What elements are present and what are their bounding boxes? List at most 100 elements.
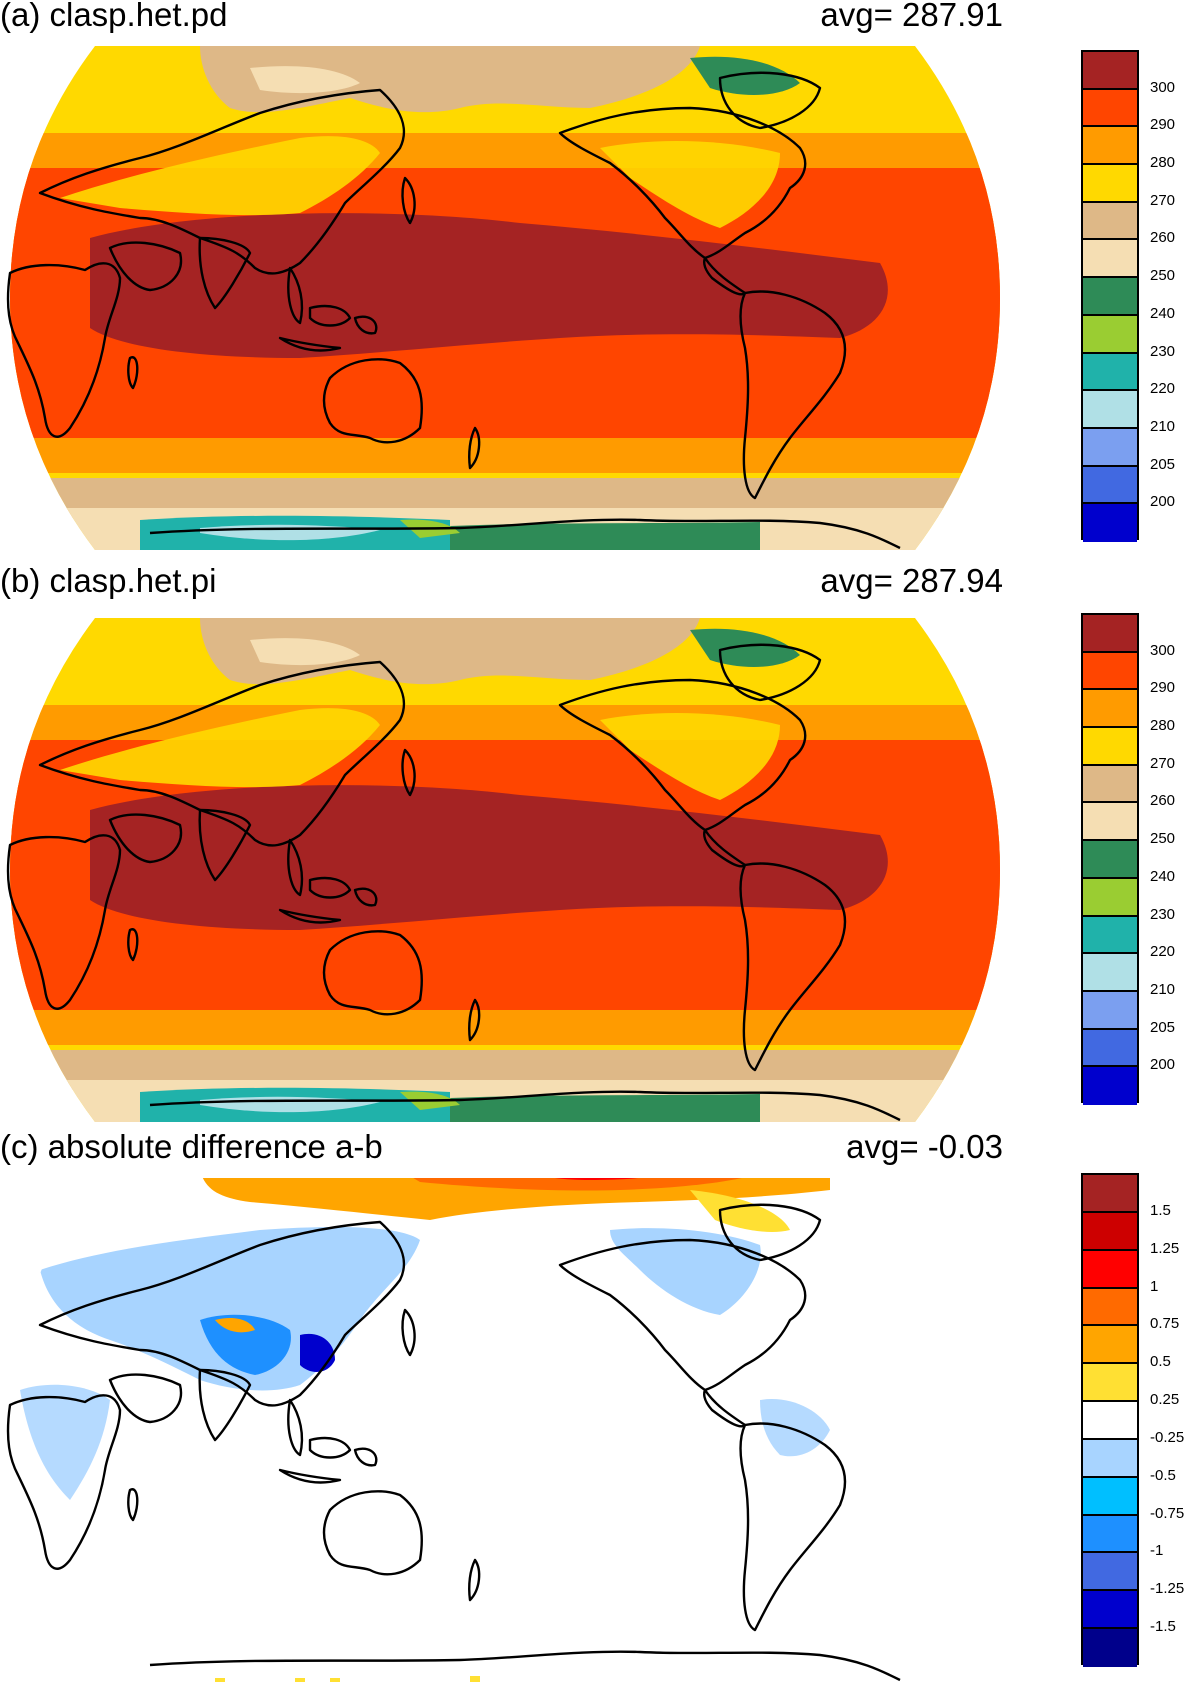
colorbar-swatch bbox=[1083, 1250, 1137, 1289]
colorbar-swatch bbox=[1083, 1515, 1137, 1554]
band-250 bbox=[250, 66, 360, 94]
colorbar-swatch bbox=[1083, 1175, 1137, 1213]
coastline bbox=[401, 748, 416, 797]
coastline bbox=[718, 643, 822, 702]
colorbar-label: 260 bbox=[1150, 229, 1176, 247]
coastline bbox=[308, 304, 352, 327]
colorbar-label: 230 bbox=[1150, 342, 1176, 360]
colorbar-label: 230 bbox=[1150, 905, 1176, 923]
coastline bbox=[108, 813, 183, 864]
coastline bbox=[718, 1203, 822, 1262]
panel-c: (c) absolute difference a-b avg= -0.03 1… bbox=[0, 1120, 1193, 1682]
difference-map bbox=[6, 1178, 1000, 1682]
colorbar-swatch bbox=[1083, 165, 1137, 203]
coastline bbox=[468, 1558, 481, 1602]
colorbar-label: 200 bbox=[1150, 493, 1176, 511]
colorbar bbox=[1081, 50, 1139, 542]
band-260 bbox=[200, 46, 700, 113]
colorbar-label: -1.25 bbox=[1150, 1580, 1185, 1598]
colorbar-swatch bbox=[1083, 1591, 1137, 1630]
colorbar-swatch bbox=[1083, 803, 1137, 842]
colorbar-label: 0.25 bbox=[1150, 1391, 1180, 1409]
coastline bbox=[703, 1388, 747, 1428]
coastline bbox=[198, 808, 252, 882]
coastline bbox=[739, 1422, 847, 1632]
colorbar-swatch bbox=[1083, 1477, 1137, 1516]
panel-a: (a) clasp.het.pd avg= 287.91 300 290 280 27… bbox=[0, 0, 1193, 560]
colorbar-swatch bbox=[1083, 765, 1137, 804]
colorbar-swatch bbox=[1083, 878, 1137, 917]
temperature-map bbox=[6, 46, 1000, 550]
colorbar-label: 290 bbox=[1150, 679, 1176, 697]
coastline bbox=[287, 838, 304, 897]
coastlines bbox=[6, 643, 901, 1122]
band-speck bbox=[295, 1678, 305, 1682]
band-neg-sa bbox=[760, 1399, 830, 1457]
coastlines bbox=[6, 1203, 901, 1682]
coastline bbox=[739, 290, 847, 500]
temperature-map bbox=[6, 618, 1000, 1122]
colorbar bbox=[1081, 613, 1139, 1105]
colorbar-label: 205 bbox=[1150, 1018, 1176, 1036]
coastline bbox=[322, 1490, 423, 1576]
colorbar-label: -0.5 bbox=[1150, 1466, 1176, 1484]
colorbar-swatch bbox=[1083, 954, 1137, 992]
temperature-field bbox=[10, 618, 1000, 1122]
coastline bbox=[558, 106, 807, 260]
coastline bbox=[703, 828, 747, 868]
colorbar-swatch bbox=[1083, 1067, 1137, 1105]
band-240-south bbox=[450, 522, 760, 550]
coastline bbox=[322, 930, 423, 1016]
colorbar-swatch bbox=[1083, 1029, 1137, 1068]
coastline bbox=[278, 336, 342, 352]
colorbar-swatch bbox=[1083, 1629, 1137, 1667]
colorbar-swatch bbox=[1083, 615, 1137, 653]
coastline bbox=[6, 262, 122, 438]
colorbar-label: 200 bbox=[1150, 1056, 1176, 1074]
colorbar-swatch bbox=[1083, 278, 1137, 316]
colorbar-swatch bbox=[1083, 841, 1137, 879]
band-pos-inland bbox=[215, 1318, 255, 1333]
colorbar-swatch bbox=[1083, 391, 1137, 429]
band-250 bbox=[250, 638, 360, 666]
coastline bbox=[38, 88, 406, 275]
warm-pool-300 bbox=[90, 213, 888, 358]
colorbar-swatch bbox=[1083, 1402, 1137, 1440]
coastline bbox=[322, 358, 423, 444]
band-240 bbox=[690, 56, 800, 95]
colorbar-label: 270 bbox=[1150, 191, 1176, 209]
coastline bbox=[287, 266, 304, 325]
coastline bbox=[401, 176, 416, 225]
coastline bbox=[38, 1220, 406, 1407]
band-neg-na bbox=[610, 1228, 761, 1315]
coastline bbox=[353, 887, 378, 907]
coastline bbox=[127, 1488, 139, 1522]
colorbar-label: -1 bbox=[1150, 1542, 1164, 1560]
colorbar-swatch bbox=[1083, 652, 1137, 691]
colorbar-label: 205 bbox=[1150, 455, 1176, 473]
coastline bbox=[127, 928, 139, 962]
colorbar-swatch bbox=[1083, 202, 1137, 241]
coastline bbox=[198, 1368, 252, 1442]
coastline bbox=[353, 315, 378, 335]
colorbar-swatch bbox=[1083, 690, 1137, 729]
band-260 bbox=[200, 618, 700, 685]
panel-title: (a) clasp.het.pd bbox=[0, 0, 228, 33]
coastline bbox=[149, 1650, 901, 1682]
colorbar-swatch bbox=[1083, 1439, 1137, 1478]
colorbar-label: 250 bbox=[1150, 830, 1176, 848]
colorbar-swatch bbox=[1083, 1364, 1137, 1403]
colorbar-label: 1.25 bbox=[1150, 1239, 1180, 1257]
colorbar-swatch bbox=[1083, 1288, 1137, 1327]
temperature-field bbox=[10, 46, 1000, 550]
panel-average: avg= -0.03 bbox=[846, 1128, 1003, 1165]
colorbar-label: 220 bbox=[1150, 380, 1176, 398]
colorbar-label: 0.5 bbox=[1150, 1353, 1171, 1371]
colorbar-label: 240 bbox=[1150, 867, 1176, 885]
band-0-75 bbox=[400, 1178, 770, 1191]
difference-field bbox=[10, 1178, 1000, 1682]
coastline bbox=[401, 1308, 416, 1357]
coastline bbox=[308, 876, 352, 899]
colorbar-label: 300 bbox=[1150, 641, 1176, 659]
coastline bbox=[718, 71, 822, 130]
